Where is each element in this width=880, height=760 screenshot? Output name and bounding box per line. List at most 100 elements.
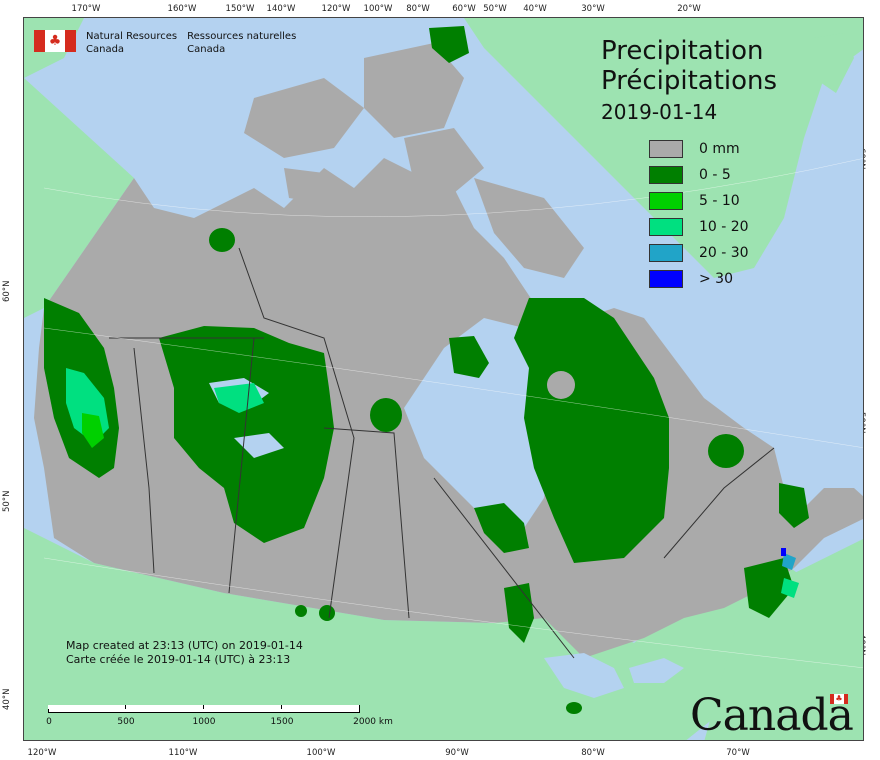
precip-zone-hudson-west-cell bbox=[370, 398, 402, 432]
left-latitude-tick: 60°N bbox=[2, 280, 12, 302]
precip-zone-10-20-maritimes bbox=[781, 578, 799, 598]
top-longitude-tick: 150°W bbox=[225, 4, 255, 14]
scale-label: 1000 bbox=[192, 717, 216, 727]
border-ontario-quebec bbox=[433, 477, 575, 659]
legend-swatch bbox=[649, 140, 683, 158]
precip-zone-labrador-cell bbox=[708, 434, 744, 468]
legend-label: > 30 bbox=[699, 271, 733, 287]
arctic-island bbox=[404, 128, 484, 193]
arctic-island bbox=[284, 168, 324, 203]
border-territories bbox=[238, 247, 355, 619]
hudson-bay bbox=[404, 318, 554, 528]
top-longitude-tick: 30°W bbox=[581, 4, 605, 14]
legend-swatch bbox=[649, 166, 683, 184]
bottom-longitude-tick: 70°W bbox=[726, 748, 750, 758]
top-longitude-tick: 140°W bbox=[266, 4, 296, 14]
precip-zone-over-30 bbox=[781, 548, 786, 556]
legend-swatch bbox=[649, 192, 683, 210]
great-lakes-east bbox=[629, 658, 684, 683]
legend-item: 5 - 10 bbox=[649, 188, 749, 214]
scale-label: 2000 km bbox=[353, 717, 393, 727]
top-longitude-tick: 50°W bbox=[483, 4, 507, 14]
agency-name-fr-line1: Ressources naturelles bbox=[187, 31, 297, 42]
legend-label: 20 - 30 bbox=[699, 245, 749, 261]
baffin-island bbox=[474, 178, 584, 278]
left-latitude-tick: 50°N bbox=[2, 490, 12, 512]
top-longitude-tick: 20°W bbox=[677, 4, 701, 14]
precip-zone-arctic-cell bbox=[209, 228, 235, 252]
arctic-island bbox=[244, 78, 364, 158]
canada-wordmark: Canada bbox=[690, 690, 854, 741]
greenland-east-island bbox=[814, 33, 854, 93]
top-longitude-tick: 160°W bbox=[167, 4, 197, 14]
top-longitude-tick: 120°W bbox=[321, 4, 351, 14]
precip-zone-quebec bbox=[514, 298, 669, 563]
border-bc-alberta bbox=[133, 347, 155, 574]
great-lakes bbox=[544, 653, 624, 698]
credit-fr: Carte créée le 2019-01-14 (UTC) à 23:13 bbox=[66, 653, 291, 666]
legend-label: 0 mm bbox=[699, 141, 740, 157]
legend-item: 0 - 5 bbox=[649, 162, 749, 188]
legend: 0 mm 0 - 5 5 - 10 10 - 20 20 - 30 > 30 bbox=[649, 136, 749, 292]
bottom-longitude-tick: 90°W bbox=[445, 748, 469, 758]
precip-zone-10-20-north bbox=[214, 383, 264, 413]
dry-patch-quebec bbox=[547, 371, 575, 399]
scale-label: 500 bbox=[117, 717, 135, 727]
precip-zone-ontario-south bbox=[504, 583, 534, 643]
legend-label: 10 - 20 bbox=[699, 219, 749, 235]
border-quebec-labrador bbox=[663, 447, 775, 559]
map-date: 2019-01-14 bbox=[601, 100, 718, 124]
graticule-line bbox=[43, 158, 863, 218]
precip-zone-prairie bbox=[159, 326, 334, 543]
legend-swatch bbox=[649, 218, 683, 236]
precip-zone-newfoundland bbox=[779, 483, 809, 528]
graticule-line bbox=[43, 327, 863, 448]
great-slave-lake bbox=[234, 433, 284, 458]
agency-name-en: Natural Resources Canada bbox=[86, 30, 177, 56]
graticule-line bbox=[43, 557, 863, 669]
border-alberta-sask bbox=[228, 337, 255, 594]
legend-item: 20 - 30 bbox=[649, 240, 749, 266]
title-en: Precipitation bbox=[601, 36, 764, 66]
bottom-longitude-tick: 120°W bbox=[27, 748, 57, 758]
legend-swatch bbox=[649, 270, 683, 288]
scale-label: 1500 bbox=[270, 717, 294, 727]
precip-zone-5-10-bc bbox=[82, 413, 104, 448]
top-longitude-tick: 80°W bbox=[406, 4, 430, 14]
precip-zone-baffin-south bbox=[449, 336, 489, 378]
credit-en: Map created at 23:13 (UTC) on 2019-01-14 bbox=[66, 639, 303, 652]
map-credit: Map created at 23:13 (UTC) on 2019-01-14… bbox=[66, 639, 303, 667]
alaska-land bbox=[24, 78, 134, 318]
map-title: Precipitation Précipitations 2019-01-14 bbox=[601, 36, 777, 126]
canada-flag-icon: ♣ bbox=[34, 30, 76, 52]
precip-zone-ontario-north bbox=[474, 503, 529, 553]
precip-zone-small-cell bbox=[566, 702, 582, 714]
legend-item: 0 mm bbox=[649, 136, 749, 162]
legend-swatch bbox=[649, 244, 683, 262]
agency-name-fr: Ressources naturelles Canada bbox=[187, 30, 296, 56]
legend-item: 10 - 20 bbox=[649, 214, 749, 240]
precip-zone-maritimes bbox=[744, 558, 794, 618]
legend-label: 5 - 10 bbox=[699, 193, 740, 209]
precipitation-map[interactable]: ♣ Natural Resources Canada Ressources na… bbox=[23, 17, 864, 741]
map-canvas bbox=[24, 18, 863, 740]
top-longitude-tick: 170°W bbox=[71, 4, 101, 14]
top-longitude-tick: 100°W bbox=[363, 4, 393, 14]
wordmark-flag-icon: ♣ bbox=[830, 694, 848, 704]
usa-northeast-land bbox=[704, 538, 863, 740]
precip-zone-20-30-maritimes bbox=[782, 553, 796, 570]
legend-item: > 30 bbox=[649, 266, 749, 292]
precip-zone-small-cell bbox=[319, 605, 335, 621]
scale-label: 0 bbox=[46, 717, 52, 727]
agency-logo: ♣ Natural Resources Canada Ressources na… bbox=[34, 30, 296, 56]
agency-name-en-line1: Natural Resources bbox=[86, 31, 178, 42]
title-fr: Précipitations bbox=[601, 66, 778, 96]
legend-label: 0 - 5 bbox=[699, 167, 731, 183]
bottom-longitude-tick: 100°W bbox=[306, 748, 336, 758]
agency-name-en-line2: Canada bbox=[86, 44, 125, 55]
bottom-longitude-tick: 80°W bbox=[581, 748, 605, 758]
top-longitude-tick: 40°W bbox=[523, 4, 547, 14]
precip-zone-small-cell bbox=[295, 605, 307, 617]
bottom-longitude-tick: 110°W bbox=[168, 748, 198, 758]
